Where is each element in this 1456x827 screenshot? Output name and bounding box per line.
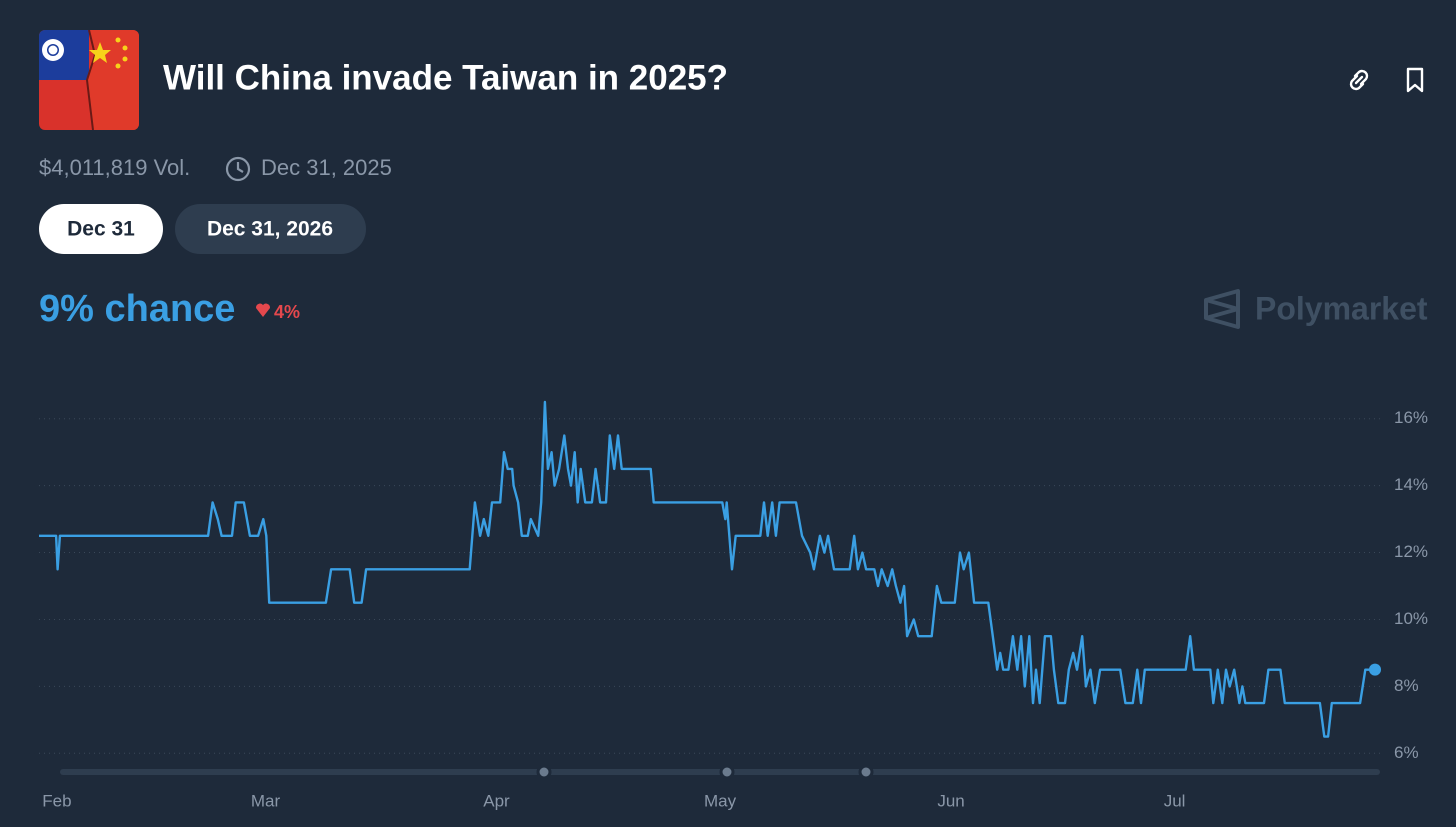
- x-tick-label: Jun: [937, 791, 964, 810]
- bookmark-button[interactable]: [1406, 67, 1424, 93]
- time-slider[interactable]: [60, 764, 1380, 780]
- x-tick-label: Mar: [251, 791, 281, 810]
- brand-logo: [1204, 289, 1240, 329]
- tab-active[interactable]: [39, 204, 163, 254]
- x-tick-label: Feb: [42, 791, 71, 810]
- brand-name: Polymarket: [1255, 290, 1428, 326]
- x-tick-label: May: [704, 791, 737, 810]
- tab-label[interactable]: Dec 31: [67, 218, 135, 241]
- volume: $4,011,819 Vol.: [39, 155, 190, 180]
- y-tick-label: 14%: [1394, 475, 1428, 494]
- chance: 9% chance: [39, 288, 235, 330]
- y-tick-label: 12%: [1394, 542, 1428, 561]
- y-tick-label: 8%: [1394, 676, 1419, 695]
- y-tick-label: 16%: [1394, 408, 1428, 427]
- market-title: Will China invade Taiwan in 2025?: [163, 58, 728, 97]
- last-point: [1369, 663, 1381, 676]
- down-icon: [255, 303, 271, 317]
- clock-icon: [225, 156, 251, 182]
- y-tick-label: 6%: [1394, 743, 1419, 762]
- price-line: [39, 400, 1375, 738]
- market-icon: [39, 30, 139, 130]
- x-tick-label: Jul: [1164, 791, 1186, 810]
- y-tick-label: 10%: [1394, 609, 1428, 628]
- tab[interactable]: [175, 204, 366, 254]
- x-tick-label: Apr: [483, 791, 510, 810]
- chart: 6% 8% 10% 12% 14% 16% Feb Mar Apr May Jun Jul: [39, 400, 1428, 810]
- tab-label[interactable]: Dec 31, 2026: [207, 218, 333, 241]
- change: 4%: [274, 302, 300, 322]
- copy-link-button[interactable]: [1349, 69, 1369, 91]
- end-date: Dec 31, 2025: [261, 155, 392, 180]
